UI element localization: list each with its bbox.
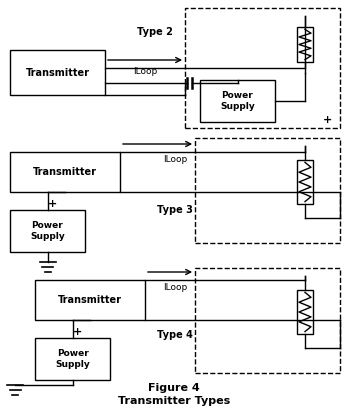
Bar (10, 152, 120, 192)
Bar (297, 160, 313, 203)
Text: +: + (73, 327, 82, 337)
Text: Power
Supply: Power Supply (30, 221, 65, 241)
Text: +: + (324, 115, 333, 125)
Bar (200, 80, 275, 122)
Text: Transmitter: Transmitter (33, 167, 97, 177)
Text: ILoop: ILoop (163, 284, 187, 293)
Text: Transmitter: Transmitter (58, 295, 122, 305)
Bar (195, 268, 340, 373)
Text: Figure 4: Figure 4 (148, 383, 200, 393)
Text: Power
Supply: Power Supply (220, 91, 255, 111)
Text: Type 4: Type 4 (157, 330, 193, 340)
Bar (185, 8, 340, 128)
Text: Type 3: Type 3 (157, 205, 193, 215)
Bar (10, 50, 105, 95)
Bar (35, 338, 110, 380)
Bar (35, 280, 145, 320)
Text: ILoop: ILoop (133, 67, 157, 76)
Text: Type 2: Type 2 (137, 27, 173, 37)
Text: ILoop: ILoop (163, 155, 187, 164)
Text: +: + (48, 199, 57, 209)
Bar (195, 138, 340, 243)
Text: Power
Supply: Power Supply (55, 349, 90, 369)
Bar (297, 291, 313, 334)
Bar (297, 28, 313, 62)
Bar (10, 210, 85, 252)
Text: Transmitter: Transmitter (25, 67, 89, 78)
Text: Transmitter Types: Transmitter Types (118, 396, 230, 406)
